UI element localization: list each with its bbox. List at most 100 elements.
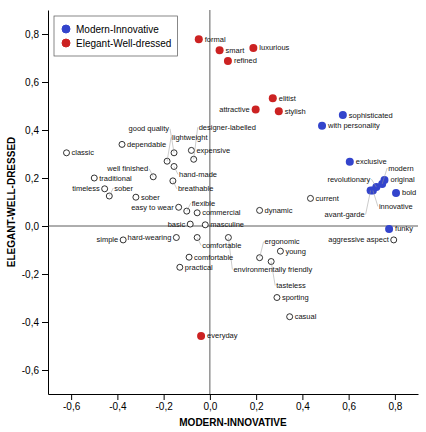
y-tick-mark [42, 82, 48, 83]
point [274, 295, 280, 301]
x-tick-label: -0,4 [109, 401, 127, 412]
point-labels: classictraditionaltimelesssoberdependabl… [72, 35, 417, 341]
legend: Modern-InnovativeElegant-Well-dressed [54, 16, 177, 56]
point [252, 106, 260, 114]
point [216, 46, 224, 54]
y-tick-label: 0,0 [25, 221, 39, 232]
point-label: good quality [129, 124, 170, 133]
x-tick-mark [164, 394, 165, 400]
point-label: timeless [72, 184, 100, 193]
point-label: current [315, 194, 339, 203]
y-tick-mark [42, 274, 48, 275]
point-label: casual [295, 312, 317, 321]
point-label: original [390, 175, 415, 184]
legend-frame [54, 16, 177, 56]
point [197, 332, 205, 340]
point-label: revolutionary [327, 175, 370, 184]
point-label: formal [205, 35, 226, 44]
y-tick: -0,6 [22, 365, 48, 376]
point-label: dependable [127, 140, 166, 149]
x-tick-label: 0,8 [388, 401, 402, 412]
leader-line [371, 179, 376, 187]
y-tick: 0,8 [25, 29, 48, 40]
chart: -0,6 -0,4 -0,2 0,0 0,2 0,4 0,6 0,8 -0,6 -0,4 -0,2 0… [0, 0, 426, 432]
point [346, 158, 354, 166]
x-tick: 0,0 [203, 394, 217, 412]
leader-line [382, 168, 387, 184]
x-tick-label: -0,2 [156, 401, 174, 412]
y-tick-mark [42, 322, 48, 323]
x-tick: -0,2 [156, 394, 174, 412]
point-label: dynamic [265, 206, 293, 215]
point-label: comfortable [202, 241, 241, 250]
point-label: breathable [178, 184, 213, 193]
x-tick: -0,6 [63, 394, 81, 412]
plot-area [48, 10, 418, 394]
point-label: well finished [106, 164, 148, 173]
legend-swatch [62, 25, 70, 33]
x-tick-label: -0,6 [63, 401, 81, 412]
point [186, 254, 192, 260]
x-tick-label: 0,2 [250, 401, 264, 412]
point-label: stylish [285, 107, 306, 116]
y-tick: 0,0 [25, 221, 48, 232]
point-label: sporting [282, 293, 309, 302]
point [195, 35, 203, 43]
point-label: with personality [327, 121, 380, 130]
point [102, 186, 108, 192]
y-axis-line [48, 11, 49, 395]
point-label: luxurious [259, 43, 289, 52]
x-axis-title: MODERN-INNOVATIVE [179, 417, 287, 428]
y-tick: 0,6 [25, 77, 48, 88]
chart-container: -0,6 -0,4 -0,2 0,0 0,2 0,4 0,6 0,8 -0,6 -0,4 -0,2 0… [0, 0, 426, 432]
point-label: funky [395, 224, 413, 233]
leader-line [366, 190, 371, 214]
y-tick: -0,2 [22, 269, 48, 280]
x-tick-label: 0,0 [203, 401, 217, 412]
x-tick-mark [117, 394, 118, 400]
y-tick-mark [42, 226, 48, 227]
point-label: sober [141, 193, 160, 202]
point-label: expensive [196, 146, 230, 155]
point [133, 194, 139, 200]
point [194, 210, 200, 216]
y-tick-label: -0,6 [22, 365, 40, 376]
point-label: exclusive [356, 157, 387, 166]
point-label: classic [72, 148, 95, 157]
point-label: hand-made [179, 170, 217, 179]
point [64, 150, 70, 156]
leader-lines [109, 127, 387, 285]
point-label: masculine [210, 220, 244, 229]
x-tick-label: 0,6 [342, 401, 356, 412]
point-label: everyday [207, 331, 238, 340]
point-label: hard-wearing [128, 233, 172, 242]
point [307, 195, 313, 201]
y-tick: -0,4 [22, 317, 48, 328]
point-label: innovative [379, 202, 413, 211]
point [224, 57, 232, 65]
legend-swatch [62, 39, 70, 47]
point [318, 122, 326, 130]
point-label: basic [168, 220, 186, 229]
point [176, 204, 182, 210]
point-label: refined [234, 56, 257, 65]
point-label: sober [114, 184, 133, 193]
point [275, 107, 283, 115]
y-tick-label: 0,8 [25, 29, 39, 40]
y-axis-title: ELEGANT-WELL-DRESSED [6, 137, 17, 268]
leader-line [197, 238, 201, 246]
y-tick-label: -0,2 [22, 269, 40, 280]
point-label: practical [185, 263, 213, 272]
x-tick: 0,4 [296, 394, 310, 412]
point-label: comfortable [194, 253, 233, 262]
point [249, 44, 257, 52]
point-label: sophisticated [349, 111, 393, 120]
point-label: easy to wear [131, 203, 174, 212]
legend-label: Elegant-Well-dressed [76, 38, 171, 49]
y-tick-mark [42, 34, 48, 35]
point [269, 94, 277, 102]
y-tick-label: 0,2 [25, 173, 39, 184]
point [187, 221, 193, 227]
y-tick-mark [42, 130, 48, 131]
leader-line [149, 169, 153, 177]
